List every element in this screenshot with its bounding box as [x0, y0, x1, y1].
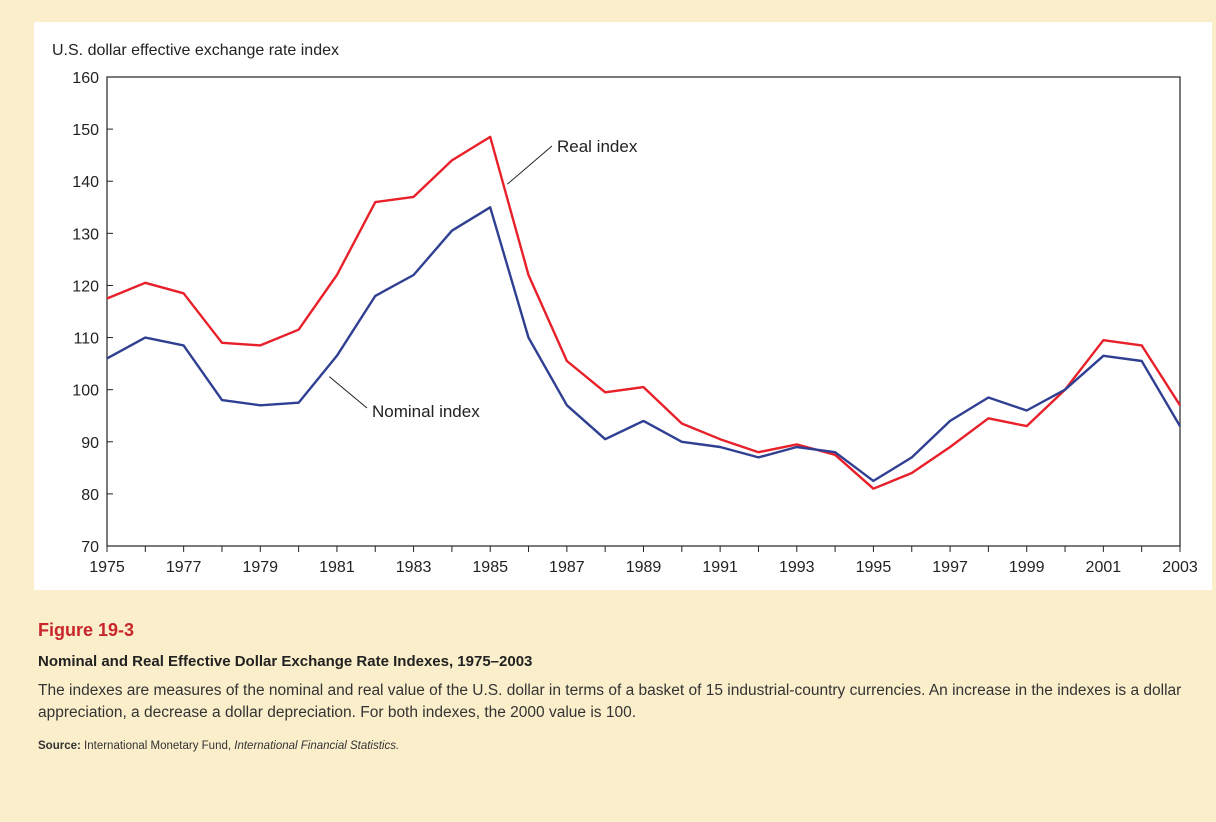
x-tick-label: 1987 [549, 559, 585, 576]
y-tick-label: 150 [72, 122, 99, 139]
y-tick-label: 130 [72, 226, 99, 243]
source-text: International Monetary Fund, [84, 740, 232, 752]
y-tick-label: 120 [72, 278, 99, 295]
x-tick-label: 1975 [89, 559, 125, 576]
chart-panel: U.S. dollar effective exchange rate inde… [34, 22, 1212, 590]
plot-frame [106, 76, 1181, 547]
source-publication: International Financial Statistics. [234, 740, 400, 752]
series-line-real-index [106, 135, 1182, 490]
x-axis: 1975 1977 1979 1981 1983 1985 1987 1989 1991 1993… [89, 546, 1198, 576]
x-tick-label: 1979 [242, 559, 278, 576]
exchange-rate-chart: U.S. dollar effective exchange rate inde… [52, 42, 1198, 576]
x-tick-label: 1977 [166, 559, 202, 576]
x-tick-label: 1981 [319, 559, 355, 576]
x-tick-label: 1993 [779, 559, 815, 576]
y-tick-label: 70 [81, 539, 99, 556]
x-tick-label: 1983 [396, 559, 432, 576]
figure-description: The indexes are measures of the nominal … [38, 682, 1182, 721]
x-tick-label: 1997 [932, 559, 968, 576]
y-tick-label: 140 [72, 174, 99, 191]
y-tick-label: 80 [81, 487, 99, 504]
figure-title: Nominal and Real Effective Dollar Exchan… [38, 653, 533, 670]
x-tick-label: 1995 [856, 559, 892, 576]
nominal-index-leader [328, 376, 368, 409]
figure-caption: Figure 19-3 Nominal and Real Effective D… [38, 620, 1198, 752]
y-tick-label: 90 [81, 435, 99, 452]
real-index-leader [507, 145, 553, 185]
y-axis-title: U.S. dollar effective exchange rate inde… [52, 42, 339, 59]
y-tick-label: 160 [72, 70, 99, 87]
x-tick-label: 1991 [702, 559, 738, 576]
figure-source: Source: International Monetary Fund, Int… [38, 740, 1198, 752]
source-label: Source: [38, 740, 81, 752]
series-layer [106, 135, 1182, 490]
y-axis: 70 80 90 100 110 120 130 140 150 160 [72, 70, 113, 556]
y-tick-label: 110 [73, 331, 99, 348]
x-tick-label: 1985 [472, 559, 508, 576]
y-tick-label: 100 [72, 383, 99, 400]
annotations: Real index Nominal index [328, 137, 638, 421]
x-tick-label: 1989 [626, 559, 662, 576]
real-index-label: Real index [557, 137, 638, 156]
x-tick-label: 2003 [1162, 559, 1198, 576]
x-tick-label: 1999 [1009, 559, 1045, 576]
nominal-index-label: Nominal index [372, 402, 480, 421]
series-line-nominal-index [106, 206, 1182, 483]
figure-number: Figure 19-3 [38, 620, 135, 640]
x-tick-label: 2001 [1086, 559, 1122, 576]
